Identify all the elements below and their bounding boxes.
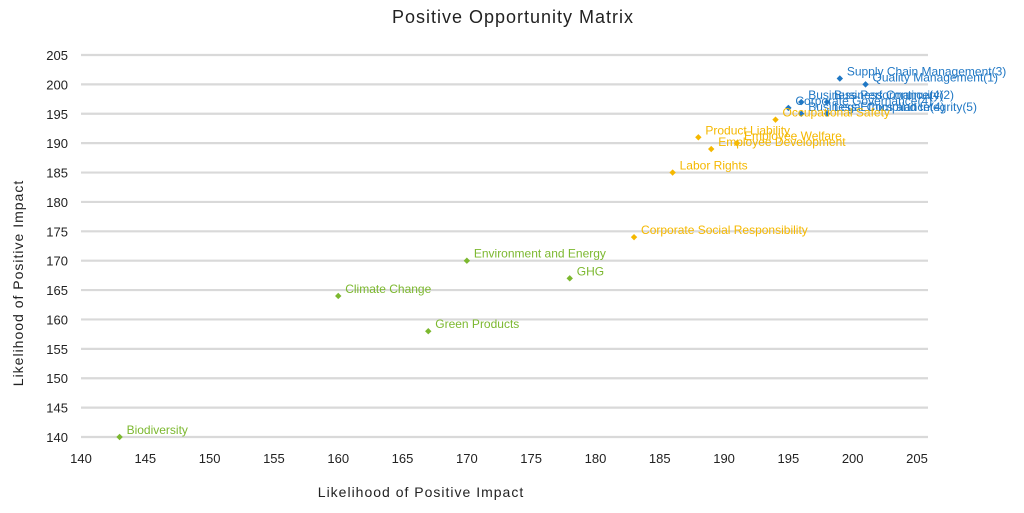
x-tick-label: 145 <box>134 451 156 466</box>
y-axis-label: Likelihood of Positive Impact <box>10 180 26 386</box>
y-tick-label: 165 <box>46 283 68 298</box>
x-tick-label: 160 <box>327 451 349 466</box>
x-tick-label: 190 <box>713 451 735 466</box>
data-point-marker <box>798 98 805 106</box>
x-tick-label: 155 <box>263 451 285 466</box>
data-point-label: Corporate Governance(4) <box>795 94 932 108</box>
data-point-marker <box>708 145 715 153</box>
data-point-marker <box>823 110 831 117</box>
data-point-marker <box>630 233 638 241</box>
data-point-marker <box>772 116 779 123</box>
y-tick-label: 195 <box>46 107 68 122</box>
data-point-label: Labor Rights <box>680 159 748 173</box>
x-tick-label: 195 <box>778 451 800 466</box>
y-tick-label: 180 <box>46 195 68 210</box>
data-point-marker <box>116 433 123 441</box>
gridlines <box>81 53 928 439</box>
x-tick-label: 150 <box>199 451 221 466</box>
y-tick-label: 170 <box>46 254 68 269</box>
data-point-marker <box>463 257 471 264</box>
data-point-label: Business Continuity(2) <box>834 88 954 102</box>
data-point-label: Employee Development <box>718 135 846 149</box>
data-point-marker <box>669 169 676 176</box>
data-point-label: Business Performance(4) <box>808 88 943 102</box>
data-point-label: Green Products <box>435 317 519 331</box>
data-point-label: Corporate Social Responsibility <box>641 223 808 237</box>
x-tick-label: 205 <box>906 451 928 466</box>
data-point-label: Business Ethics and Integrity(5) <box>808 100 977 114</box>
data-points <box>116 75 869 441</box>
data-point-marker <box>836 75 844 82</box>
y-tick-label: 145 <box>46 401 68 416</box>
x-tick-label: 200 <box>842 451 864 466</box>
data-point-label: Environment and Energy <box>474 247 606 261</box>
y-tick-label: 140 <box>46 430 68 445</box>
data-point-label: Employee Welfare <box>744 129 842 143</box>
y-tick-label: 190 <box>46 136 68 151</box>
y-tick-label: 185 <box>46 166 68 181</box>
x-tick-label: 175 <box>520 451 542 466</box>
data-point-marker <box>785 104 792 112</box>
data-point-marker <box>695 134 702 141</box>
data-labels: Supply Chain Management(3)Quality Manage… <box>127 65 1007 437</box>
x-tick-label: 170 <box>456 451 478 466</box>
x-tick-label: 185 <box>649 451 671 466</box>
y-tick-label: 200 <box>46 77 68 92</box>
data-point-marker <box>823 98 831 106</box>
y-tick-label: 205 <box>46 48 68 63</box>
data-point-marker <box>733 139 741 147</box>
y-tick-label: 150 <box>46 371 68 386</box>
x-tick-label: 180 <box>585 451 607 466</box>
y-tick-label: 175 <box>46 224 68 239</box>
x-tick-label: 165 <box>392 451 414 466</box>
data-point-label: Occupational Safety <box>783 106 890 120</box>
data-point-marker <box>862 81 869 88</box>
x-tick-label: 140 <box>70 451 92 466</box>
data-point-label: Biodiversity <box>127 423 188 437</box>
data-point-label: Climate Change <box>345 282 431 296</box>
chart-title: Positive Opportunity Matrix <box>392 7 634 27</box>
data-point-label: Product Liability <box>705 123 790 137</box>
y-tick-label: 155 <box>46 342 68 357</box>
data-point-marker <box>425 328 432 335</box>
y-tick-label: 160 <box>46 312 68 327</box>
data-point-marker <box>566 275 573 282</box>
data-point-label: Supply Chain Management(3) <box>847 65 1006 79</box>
data-point-label: Quality Management(1) <box>873 70 998 84</box>
data-point-marker <box>335 292 342 300</box>
data-point-label: Legal Compliance(4) <box>834 100 945 114</box>
data-point-marker <box>798 110 805 117</box>
data-point-label: GHG <box>577 264 604 278</box>
x-axis-label: Likelihood of Positive Impact <box>318 484 524 500</box>
tick-labels: 140 145 150 155 160 165 170 175 180 185 190 195 200 2… <box>46 48 928 466</box>
